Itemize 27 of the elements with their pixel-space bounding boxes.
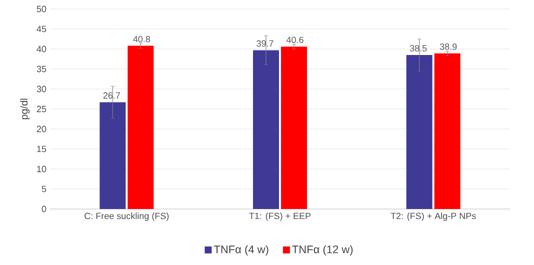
data-label: 39.7 — [256, 40, 274, 47]
x-tick-label: T2: (FS) + Alg-P NPs — [390, 212, 476, 221]
y-tick-label: 45 — [36, 26, 46, 32]
legend-label: TNFα (12 w) — [292, 245, 353, 256]
y-tick-label: 35 — [36, 66, 46, 72]
y-tick-label: 50 — [36, 6, 46, 12]
bar — [406, 55, 432, 209]
y-tick-label: 20 — [36, 126, 46, 132]
bar — [253, 50, 280, 209]
bar — [128, 46, 154, 209]
legend-label: TNFα (4 w) — [214, 245, 268, 256]
y-tick-label: 40 — [36, 46, 46, 52]
data-label: 38.9 — [440, 43, 457, 50]
data-label: 40.6 — [286, 36, 304, 44]
x-tick-label: T1: (FS) + EEP — [249, 212, 311, 221]
y-tick-label: 30 — [36, 86, 46, 92]
y-tick-label: 15 — [37, 146, 46, 152]
data-label: 40.8 — [133, 36, 150, 42]
bar — [434, 53, 460, 209]
y-tick-label: 5 — [42, 186, 46, 192]
y-tick-label: 0 — [42, 206, 46, 212]
y-tick-label: 10 — [37, 166, 46, 172]
x-tick-label: C: Free suckling (FS) — [84, 212, 169, 221]
bar — [100, 102, 126, 209]
y-tick-label: 25 — [36, 106, 46, 112]
bar — [281, 46, 308, 209]
y-axis-title: pg/dl — [20, 98, 30, 120]
